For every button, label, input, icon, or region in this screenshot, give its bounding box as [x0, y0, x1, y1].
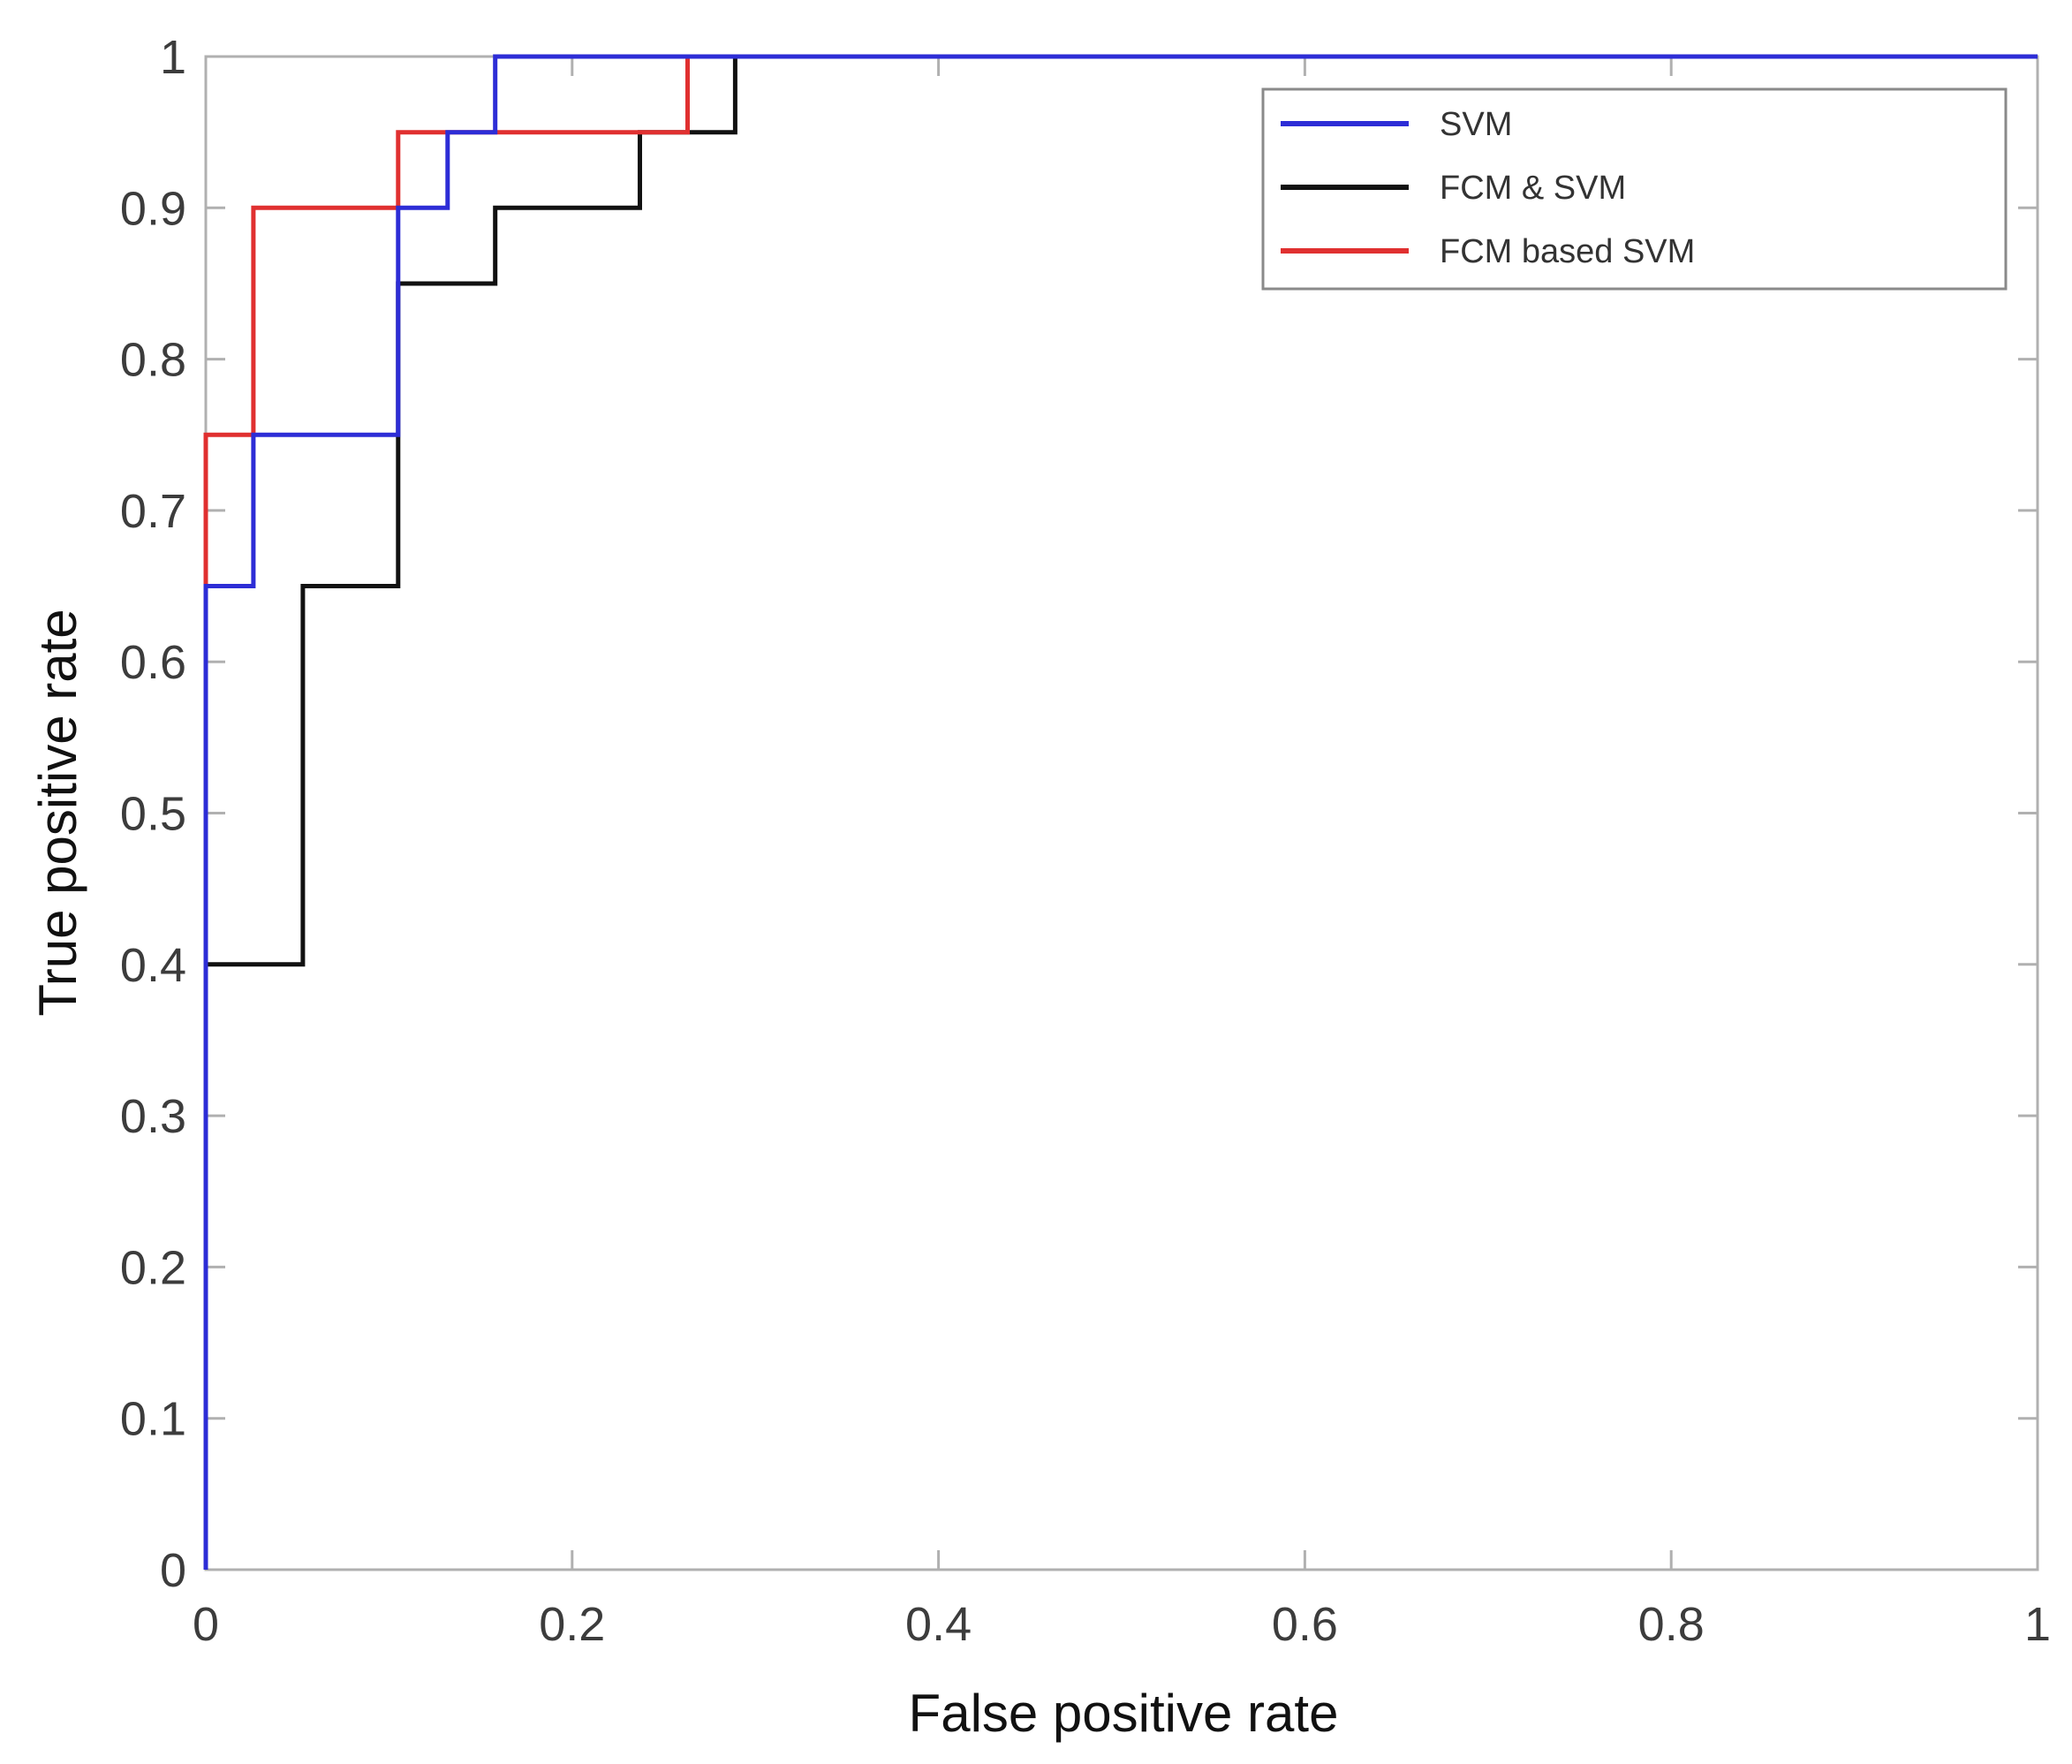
legend-label-svm: SVM	[1440, 106, 1512, 143]
x-tick-label: 0.6	[1272, 1598, 1338, 1651]
y-tick-label: 0.3	[120, 1090, 186, 1143]
x-tick-label: 0	[193, 1598, 219, 1651]
y-tick-label: 0.6	[120, 636, 186, 689]
x-tick-label: 0.8	[1638, 1598, 1705, 1651]
legend-label-fcm-based-svm: FCM based SVM	[1440, 233, 1695, 270]
y-tick-label: 0.1	[120, 1393, 186, 1446]
y-tick-label: 0	[160, 1544, 186, 1597]
y-tick-label: 0.4	[120, 939, 186, 992]
y-tick-label: 1	[160, 31, 186, 84]
y-tick-label: 0.7	[120, 485, 186, 538]
series-line-fcm-svm	[203, 54, 2038, 1570]
legend: SVM FCM & SVM FCM based SVM	[1261, 87, 2008, 291]
x-tick-label: 0.2	[539, 1598, 605, 1651]
x-axis-ticks: 0 0.2 0.4 0.6 0.8 1	[193, 57, 2051, 1651]
legend-label-fcm-svm: FCM & SVM	[1440, 170, 1626, 207]
x-axis-title: False positive rate	[909, 1684, 1339, 1743]
y-tick-label: 0.8	[120, 334, 186, 387]
y-axis-ticks: 0 0.1 0.2 0.3 0.4 0.5 0.6 0.7 0.8 0.9 1	[120, 31, 2038, 1597]
y-tick-label: 0.2	[120, 1241, 186, 1294]
series-layer	[203, 54, 2038, 1570]
x-tick-label: 1	[2024, 1598, 2051, 1651]
x-tick-label: 0.4	[905, 1598, 972, 1651]
y-tick-label: 0.5	[120, 788, 186, 841]
y-tick-label: 0.9	[120, 182, 186, 235]
series-line-svm	[203, 54, 2038, 1570]
y-axis-title: True positive rate	[28, 609, 87, 1016]
